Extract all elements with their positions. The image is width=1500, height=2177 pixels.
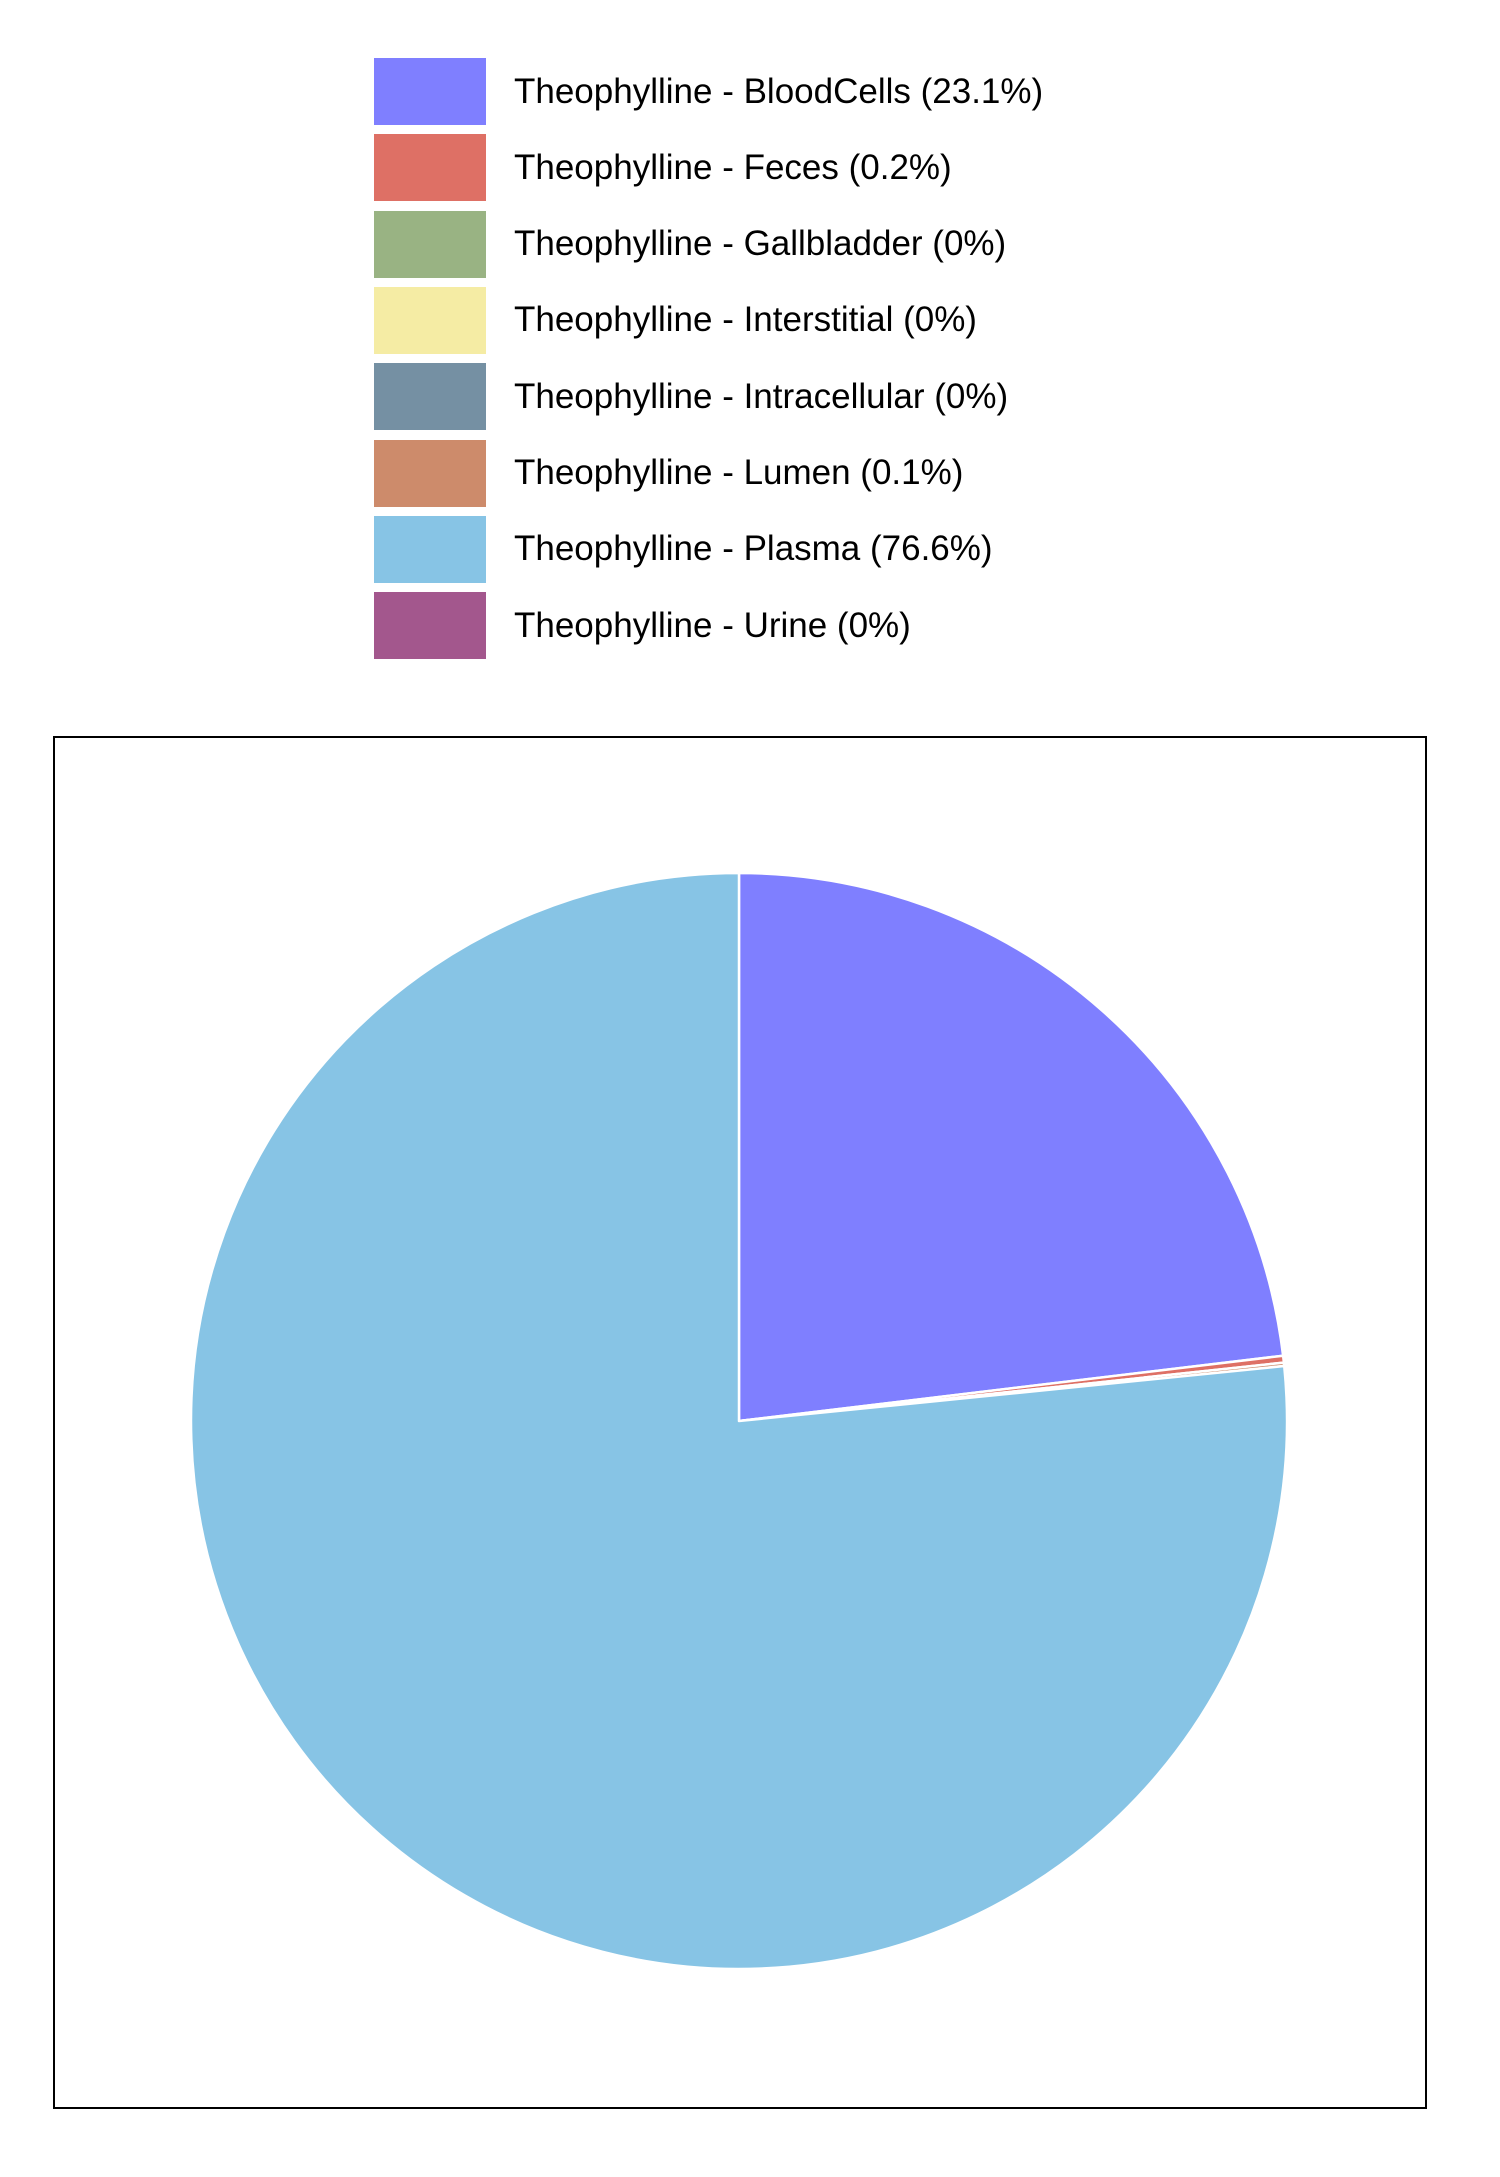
plot-panel: [53, 736, 1427, 2109]
legend-item: Theophylline - Lumen (0.1%): [374, 439, 1194, 507]
legend-item: Theophylline - Gallbladder (0%): [374, 210, 1194, 278]
legend-label: Theophylline - Intracellular (0%): [514, 376, 1009, 416]
legend-item: Theophylline - Intracellular (0%): [374, 363, 1194, 431]
legend-swatch: [374, 58, 486, 125]
legend-label: Theophylline - Plasma (76.6%): [514, 529, 993, 569]
legend-item: Theophylline - Feces (0.2%): [374, 134, 1194, 202]
legend-label: Theophylline - Feces (0.2%): [514, 147, 952, 187]
legend-swatch: [374, 210, 486, 278]
legend-item: Theophylline - Interstitial (0%): [374, 286, 1194, 354]
legend-swatch: [374, 592, 486, 660]
legend-item: Theophylline - Plasma (76.6%): [374, 515, 1194, 583]
legend-label: Theophylline - Urine (0%): [514, 605, 911, 645]
legend-item: Theophylline - BloodCells (23.1%): [374, 58, 1194, 125]
legend-swatch: [374, 439, 486, 507]
pie-chart: [189, 871, 1289, 1971]
legend-swatch: [374, 363, 486, 431]
legend-swatch: [374, 515, 486, 583]
pie-slice: [737, 871, 1285, 1423]
legend-label: Theophylline - Interstitial (0%): [514, 300, 977, 340]
legend-label: Theophylline - Lumen (0.1%): [514, 453, 964, 492]
legend-label: Theophylline - Gallbladder (0%): [514, 224, 1007, 264]
pie-slice: [189, 871, 1289, 1971]
legend-swatch: [374, 286, 486, 354]
legend-swatch: [374, 134, 486, 202]
legend-label: Theophylline - BloodCells (23.1%): [514, 71, 1044, 111]
legend-item: Theophylline - Urine (0%): [374, 592, 1194, 660]
